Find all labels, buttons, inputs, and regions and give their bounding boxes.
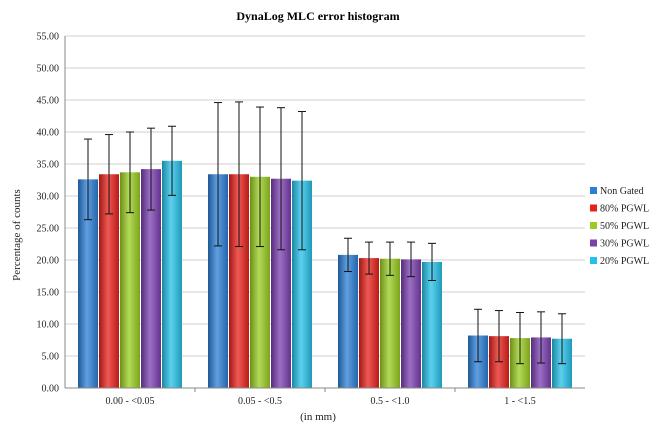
chart-title: DynaLog MLC error histogram bbox=[236, 9, 399, 23]
legend-label: 50% PGWL bbox=[600, 221, 649, 232]
x-tick-label: 1 - <1.5 bbox=[504, 396, 535, 407]
bar bbox=[229, 174, 249, 388]
y-tick-label: 15.00 bbox=[37, 288, 60, 299]
bar bbox=[271, 178, 291, 388]
y-tick-label: 55.00 bbox=[37, 32, 60, 43]
x-axis-ticks: 0.00 - <0.05 0.05 - <0.5 0.5 - <1.0 1 - <1.… bbox=[106, 388, 536, 407]
bar bbox=[292, 180, 312, 388]
x-tick-label: 0.00 - <0.05 bbox=[106, 396, 155, 407]
x-tick-label: 0.05 - <0.5 bbox=[238, 396, 282, 407]
y-tick-label: 40.00 bbox=[37, 128, 60, 139]
bar bbox=[120, 172, 140, 388]
legend: Non Gated 80% PGWL 50% PGWL 30% PGWL 20% PGW… bbox=[590, 186, 649, 267]
y-tick-label: 50.00 bbox=[37, 64, 60, 75]
legend-swatch bbox=[590, 187, 597, 194]
legend-swatch bbox=[590, 239, 597, 247]
y-tick-label: 25.00 bbox=[37, 224, 60, 235]
legend-label: 80% PGWL bbox=[600, 204, 649, 215]
y-tick-label: 5.00 bbox=[42, 352, 60, 363]
legend-swatch bbox=[590, 257, 597, 264]
y-tick-label: 20.00 bbox=[37, 256, 60, 267]
y-tick-label: 30.00 bbox=[37, 192, 60, 203]
bar bbox=[401, 259, 421, 388]
x-tick-label: 0.5 - <1.0 bbox=[371, 396, 410, 407]
legend-label: Non Gated bbox=[600, 186, 644, 197]
y-tick-label: 45.00 bbox=[37, 96, 60, 107]
bars bbox=[78, 160, 572, 388]
bar bbox=[250, 176, 270, 388]
legend-label: 30% PGWL bbox=[600, 239, 649, 250]
y-tick-label: 35.00 bbox=[37, 160, 60, 171]
bar bbox=[380, 258, 400, 388]
legend-label: 20% PGWL bbox=[600, 256, 649, 267]
bar bbox=[359, 258, 379, 388]
bar bbox=[78, 179, 98, 388]
bar bbox=[422, 261, 442, 388]
bar bbox=[338, 254, 358, 388]
error-bars bbox=[84, 101, 566, 365]
bar bbox=[208, 174, 228, 388]
bar bbox=[162, 160, 182, 388]
x-axis-label: (in mm) bbox=[300, 411, 336, 423]
bar bbox=[141, 169, 161, 388]
y-axis-ticks: 0.00 5.00 10.00 15.00 20.00 25.00 30.00 35.00 40… bbox=[37, 32, 60, 395]
y-tick-label: 10.00 bbox=[37, 320, 60, 331]
legend-swatch bbox=[590, 204, 597, 212]
legend-swatch bbox=[590, 222, 597, 229]
y-tick-label: 0.00 bbox=[42, 384, 60, 395]
bar bbox=[99, 174, 119, 388]
y-axis-label: Percentage of counts bbox=[11, 189, 23, 281]
